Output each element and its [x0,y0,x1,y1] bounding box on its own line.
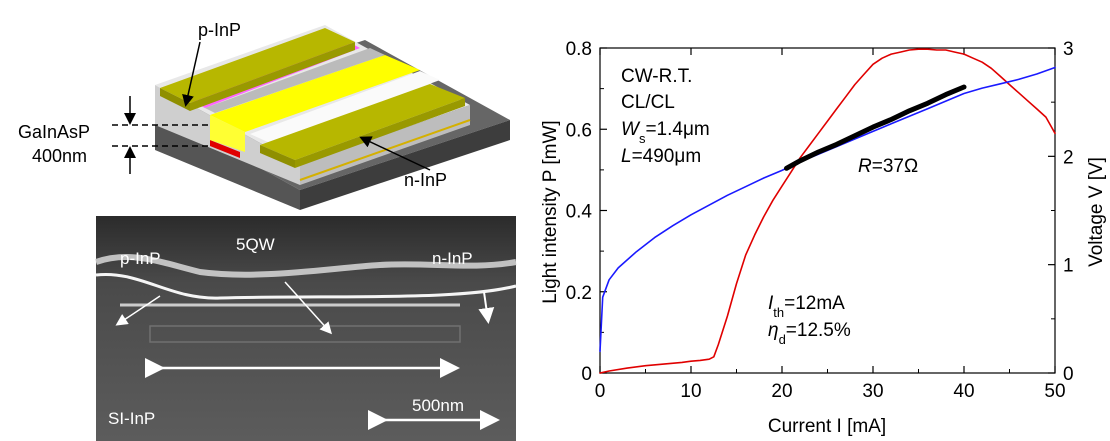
sem-label-qw: 5QW [236,235,275,254]
y-left-tick-label: 0.8 [566,39,592,60]
white-strip [250,71,440,143]
label-n-inp: n-InP [404,170,447,190]
y-left-tick-label: 0.6 [566,120,592,141]
arrow-p-inp [182,41,201,107]
sem-top-bright-edge [95,254,517,278]
annotation-eta: ηd=12.5% [768,320,851,347]
y-right-axis-label: Voltage V [V] [1086,157,1107,267]
y-right-tick-label: 2 [1063,147,1074,168]
grey-ridge [205,48,385,113]
sem-arrow-p-inp [115,295,161,326]
x-tick-label: 0 [595,381,606,402]
annotation-ith: Ith=12mA [768,293,845,320]
sem-image: p-InP 5QW n-InP SI-InP 500nm [95,216,517,441]
y-right-tick-label: 0 [1063,364,1074,385]
right-contact-side [295,98,465,168]
sem-background [96,216,516,441]
substrate-side [300,120,510,210]
active-yellow-front [210,115,245,152]
label-p-inp: p-InP [198,20,241,40]
x-tick-label: 30 [862,381,883,402]
y-left-tick-label: 0.2 [566,283,592,304]
device-schematic: p-InP GaInAsP 400nm n-InP [18,20,510,210]
resistance-fit-line [784,84,967,171]
left-contact-side [190,42,355,111]
annotation-cl: CL/CL [621,92,675,113]
arrow-n-inp [359,136,431,171]
sem-arrow-n-inp [478,291,495,324]
sem-label-n-inp: n-InP [432,249,473,268]
sem-top-bright-edge-2 [95,272,517,300]
sem-label-p-inp: p-InP [120,249,161,268]
red-strip [210,140,240,158]
annotation-cw: CW-R.T. [621,66,692,87]
active-yellow [210,55,420,132]
x-tick-label: 10 [680,381,701,402]
y-left-axis-label: Light intensity P [mW] [540,120,561,303]
galnasp-line [299,119,471,181]
x-tick-label: 20 [771,381,792,402]
annotation-r: R=37Ω [858,156,918,177]
x-axis-label: Current I [mA] [768,416,886,437]
y-left-tick-label: 0.4 [566,202,593,223]
sem-label-substrate: SI-InP [108,409,155,428]
right-contact-top [260,84,465,160]
annotation-ws: Ws=1.4μm [621,119,710,146]
light-output-curve [599,48,1056,374]
right-contact-front [260,145,295,168]
sem-arrow-qw [284,281,333,335]
x-tick-label: 50 [1044,381,1065,402]
y-right-tick-label: 3 [1063,39,1074,60]
y-left-tick-label: 0 [581,364,592,385]
series-group [599,48,1056,374]
sem-qw-region [149,325,461,343]
label-thickness: 400nm [32,146,87,166]
sem-label-scale: 500nm [412,396,464,415]
x-tick-label: 40 [953,381,974,402]
y-right-tick-label: 1 [1063,256,1074,277]
annotation-l: L=490μm [621,146,701,167]
label-galnasp: GaInAsP [18,122,90,142]
left-contact-top [160,28,355,103]
